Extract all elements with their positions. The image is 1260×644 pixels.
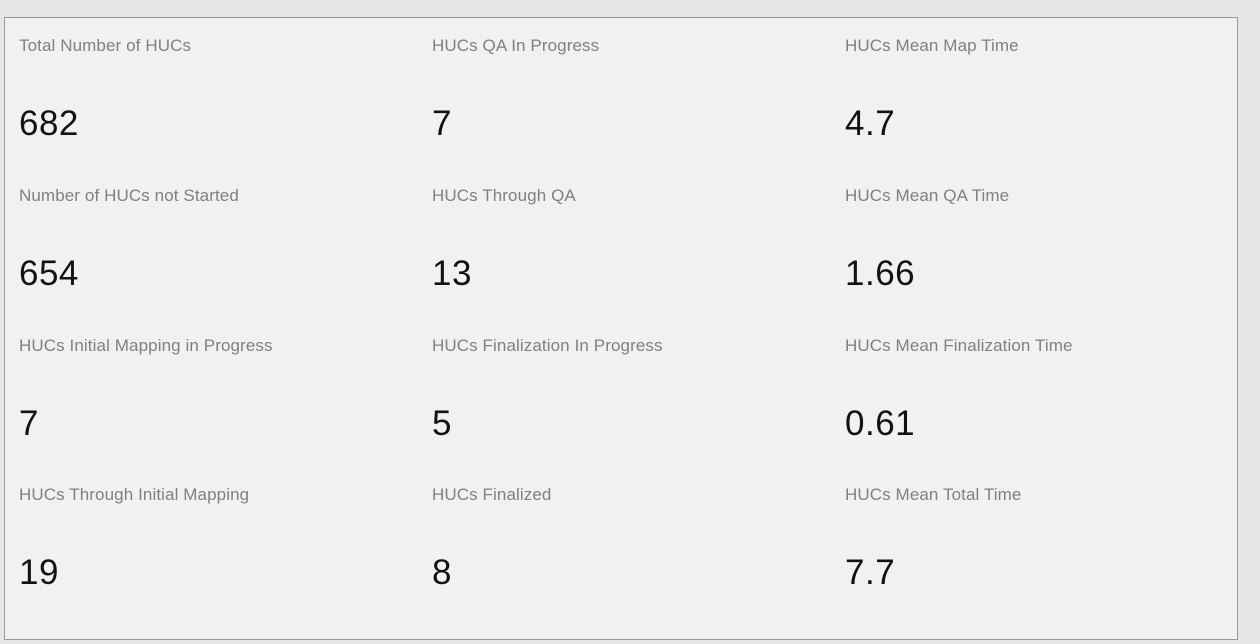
stat-label: Total Number of HUCs	[19, 36, 192, 55]
stat-qa-in-progress[interactable]: HUCs QA In Progress 7	[432, 18, 832, 168]
stat-label: HUCs Through Initial Mapping	[19, 485, 250, 504]
stat-not-started[interactable]: Number of HUCs not Started 654	[19, 168, 419, 318]
stat-initial-mapping-in-progress[interactable]: HUCs Initial Mapping in Progress 7	[19, 318, 419, 468]
stat-label: Number of HUCs not Started	[19, 186, 239, 205]
stat-total-hucs[interactable]: Total Number of HUCs 682	[19, 18, 419, 168]
stat-value: 7	[19, 404, 39, 443]
stat-value: 19	[19, 553, 59, 592]
stat-label: HUCs Finalization In Progress	[432, 336, 663, 355]
stat-value: 5	[432, 404, 452, 443]
stat-label: HUCs Mean QA Time	[845, 186, 1010, 205]
stats-panel: Total Number of HUCs 682 HUCs QA In Prog…	[4, 17, 1238, 640]
stat-through-initial-mapping[interactable]: HUCs Through Initial Mapping 19	[19, 467, 419, 617]
stat-value: 8	[432, 553, 452, 592]
stat-value: 4.7	[845, 104, 896, 143]
stat-label: HUCs Finalized	[432, 485, 552, 504]
stat-label: HUCs Initial Mapping in Progress	[19, 336, 273, 355]
stat-mean-total-time[interactable]: HUCs Mean Total Time 7.7	[845, 467, 1245, 617]
stat-label: HUCs QA In Progress	[432, 36, 600, 55]
stat-label: HUCs Mean Finalization Time	[845, 336, 1073, 355]
stat-value: 654	[19, 254, 79, 293]
stat-label: HUCs Mean Map Time	[845, 36, 1019, 55]
stat-finalized[interactable]: HUCs Finalized 8	[432, 467, 832, 617]
stat-finalization-in-progress[interactable]: HUCs Finalization In Progress 5	[432, 318, 832, 468]
stat-value: 7	[432, 104, 452, 143]
stat-mean-finalization-time[interactable]: HUCs Mean Finalization Time 0.61	[845, 318, 1245, 468]
stats-grid: Total Number of HUCs 682 HUCs QA In Prog…	[19, 18, 1239, 618]
stat-value: 13	[432, 254, 472, 293]
stat-mean-qa-time[interactable]: HUCs Mean QA Time 1.66	[845, 168, 1245, 318]
stat-value: 0.61	[845, 404, 916, 443]
stat-label: HUCs Mean Total Time	[845, 485, 1022, 504]
stat-value: 7.7	[845, 553, 896, 592]
stat-value: 1.66	[845, 254, 916, 293]
stat-value: 682	[19, 104, 79, 143]
stat-through-qa[interactable]: HUCs Through QA 13	[432, 168, 832, 318]
stat-label: HUCs Through QA	[432, 186, 576, 205]
stat-mean-map-time[interactable]: HUCs Mean Map Time 4.7	[845, 18, 1245, 168]
